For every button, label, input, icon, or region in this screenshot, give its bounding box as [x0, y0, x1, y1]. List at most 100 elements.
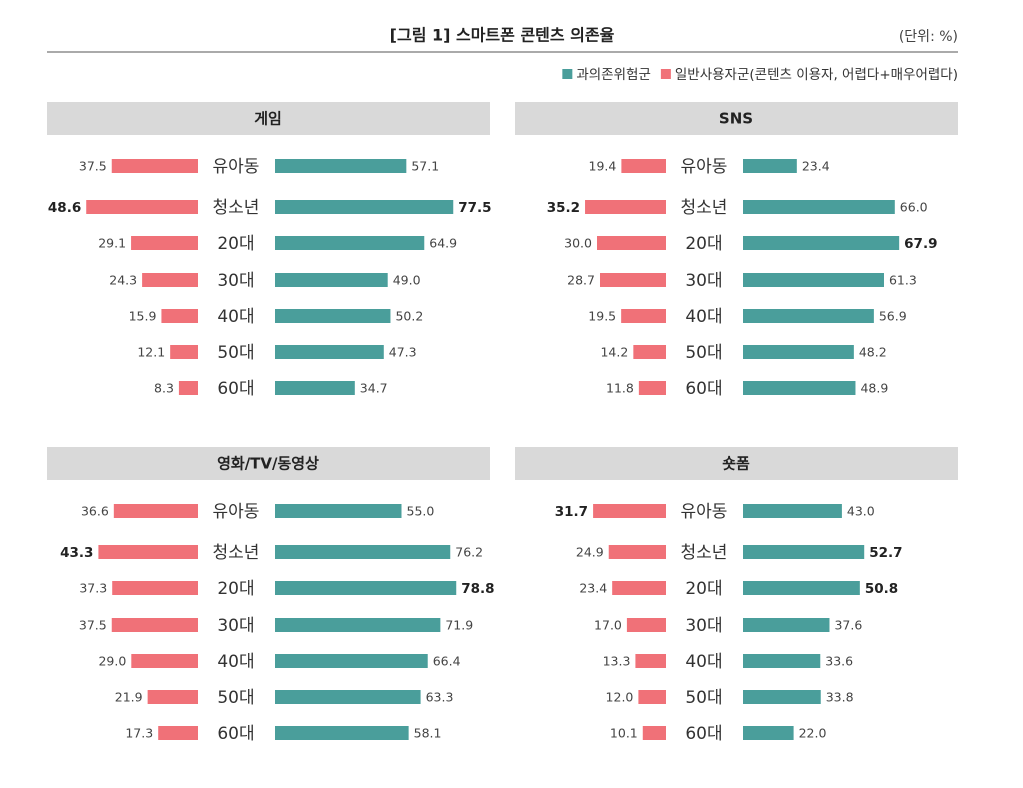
category-label: 30대: [685, 271, 722, 291]
bar: [275, 345, 384, 359]
bar: [743, 726, 794, 740]
value-label: 36.6: [81, 504, 109, 519]
bar: [275, 381, 355, 395]
category-label: 50대: [217, 688, 254, 708]
value-label: 66.4: [433, 654, 461, 669]
category-label: 30대: [217, 271, 254, 291]
bar: [743, 159, 797, 173]
category-label: 40대: [217, 307, 254, 327]
bar: [612, 581, 666, 595]
value-label: 29.1: [98, 236, 126, 251]
bar: [743, 545, 865, 559]
bar: [743, 309, 874, 323]
category-label: 50대: [217, 343, 254, 363]
value-label: 77.5: [458, 200, 491, 216]
bar: [743, 581, 860, 595]
category-label: 40대: [685, 307, 722, 327]
category-label: 유아동: [213, 157, 260, 177]
bar: [642, 726, 666, 740]
category-label: 청소년: [213, 543, 260, 563]
panel-header: [515, 102, 958, 135]
bar: [111, 159, 198, 173]
value-label: 14.2: [600, 345, 628, 360]
panel-header: [515, 447, 958, 480]
panel-title: 게임: [254, 110, 282, 128]
value-label: 33.8: [826, 690, 854, 705]
bar: [158, 726, 198, 740]
bar: [131, 654, 198, 668]
value-label: 61.3: [889, 273, 917, 288]
bar: [585, 200, 666, 214]
category-label: 40대: [685, 652, 722, 672]
value-label: 30.0: [564, 236, 592, 251]
value-label: 63.3: [426, 690, 454, 705]
value-label: 48.6: [48, 200, 81, 216]
value-label: 48.9: [860, 381, 888, 396]
bar: [638, 381, 666, 395]
category-label: 유아동: [213, 502, 260, 522]
value-label: 71.9: [445, 618, 473, 633]
bar: [112, 581, 198, 595]
value-label: 8.3: [154, 381, 174, 396]
bar: [275, 726, 409, 740]
bar: [111, 618, 198, 632]
category-label: 청소년: [681, 543, 728, 563]
bar: [743, 690, 821, 704]
value-label: 76.2: [455, 545, 483, 560]
bar: [621, 159, 666, 173]
panel-title: SNS: [719, 110, 753, 128]
value-label: 48.2: [859, 345, 887, 360]
bar: [621, 309, 666, 323]
category-label: 60대: [217, 724, 254, 744]
bar: [608, 545, 666, 559]
bar: [599, 273, 666, 287]
category-label: 30대: [217, 616, 254, 636]
value-label: 52.7: [869, 545, 902, 561]
legend-swatch: [562, 69, 573, 79]
bar: [113, 504, 198, 518]
bar: [626, 618, 666, 632]
category-label: 40대: [217, 652, 254, 672]
bar: [275, 236, 425, 250]
bar: [743, 273, 884, 287]
bar: [275, 581, 457, 595]
bar: [743, 654, 821, 668]
value-label: 35.2: [547, 200, 580, 216]
value-label: 67.9: [904, 236, 937, 252]
category-label: 50대: [685, 343, 722, 363]
category-label: 청소년: [681, 198, 728, 218]
value-label: 24.9: [576, 545, 604, 560]
value-label: 24.3: [109, 273, 137, 288]
category-label: 유아동: [681, 157, 728, 177]
value-label: 17.0: [594, 618, 622, 633]
bar: [275, 690, 421, 704]
value-label: 12.0: [606, 690, 634, 705]
category-label: 20대: [217, 234, 254, 254]
value-label: 10.1: [610, 726, 638, 741]
bar: [142, 273, 198, 287]
category-label: 50대: [685, 688, 722, 708]
bar: [743, 200, 895, 214]
category-label: 20대: [685, 234, 722, 254]
panel-header: [47, 102, 490, 135]
bar: [275, 159, 407, 173]
value-label: 58.1: [414, 726, 442, 741]
bar: [633, 345, 666, 359]
value-label: 43.0: [847, 504, 875, 519]
category-label: 60대: [685, 724, 722, 744]
value-label: 11.8: [606, 381, 634, 396]
bar: [275, 200, 454, 214]
bar: [593, 504, 666, 518]
category-label: 30대: [685, 616, 722, 636]
value-label: 33.6: [825, 654, 853, 669]
panel-title: 영화/TV/동영상: [217, 455, 319, 473]
value-label: 64.9: [429, 236, 457, 251]
value-label: 49.0: [393, 273, 421, 288]
legend-label: 일반사용자군(콘텐츠 이용자, 어렵다+매우어렵다): [675, 67, 958, 83]
value-label: 34.7: [360, 381, 388, 396]
value-label: 19.4: [589, 159, 617, 174]
bar: [743, 236, 900, 250]
category-label: 60대: [217, 379, 254, 399]
category-label: 20대: [685, 579, 722, 599]
